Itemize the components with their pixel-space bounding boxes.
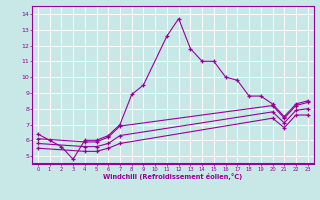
X-axis label: Windchill (Refroidissement éolien,°C): Windchill (Refroidissement éolien,°C)	[103, 173, 243, 180]
